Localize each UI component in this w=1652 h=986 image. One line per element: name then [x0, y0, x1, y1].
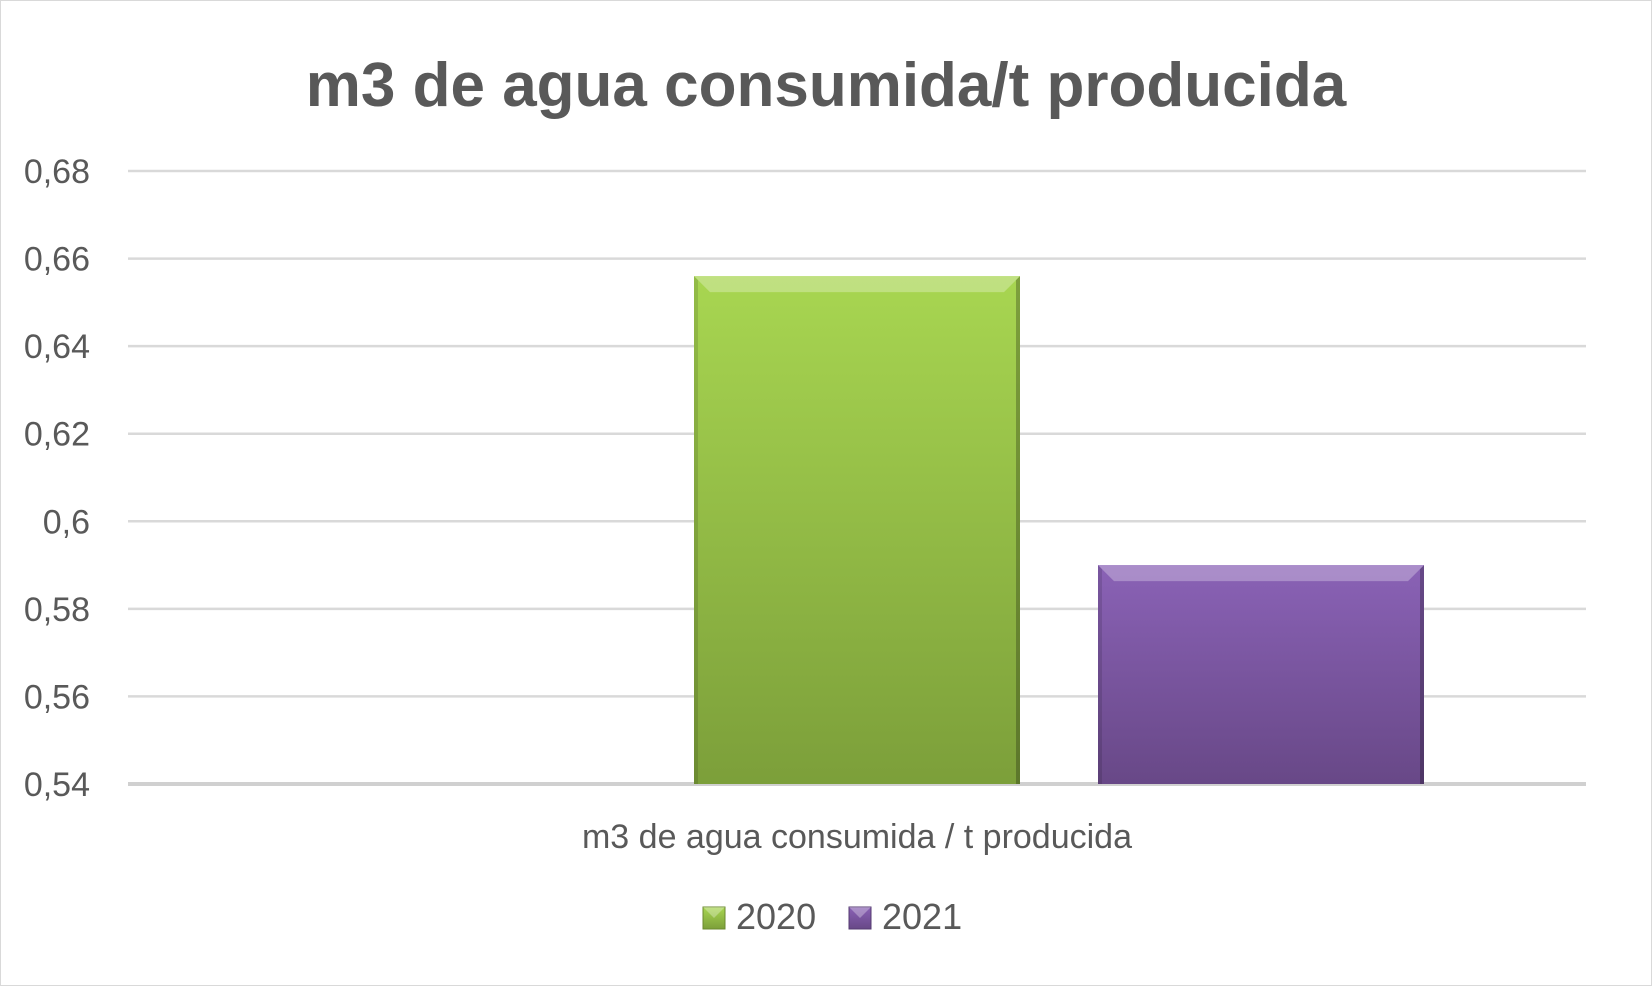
legend-swatch: [848, 906, 872, 930]
y-tick-label: 0,66: [24, 241, 90, 279]
bar-bevel-top: [694, 276, 1020, 293]
legend-label: 2021: [882, 896, 962, 937]
bar-2021: [1098, 565, 1424, 784]
y-tick-label: 0,54: [24, 766, 90, 804]
chart-title: m3 de agua consumida/t producida: [306, 51, 1347, 120]
bar-body: [694, 276, 1020, 784]
legend-swatch-bevel: [703, 907, 725, 918]
y-tick-label: 0,64: [24, 328, 90, 366]
legend-item-2021: 2021: [848, 896, 962, 937]
bars: [694, 276, 1424, 784]
y-tick-label: 0,6: [43, 503, 90, 541]
y-tick-label: 0,58: [24, 591, 90, 629]
bar-bevel-left: [694, 276, 698, 784]
legend-swatch: [702, 906, 726, 930]
y-tick-label: 0,62: [24, 416, 90, 454]
legend: 2020 2021: [702, 896, 962, 937]
x-category-label: m3 de agua consumida / t producida: [582, 818, 1132, 856]
legend-swatch-bevel: [849, 907, 871, 918]
x-axis: m3 de agua consumida / t producida: [582, 818, 1132, 856]
bar-2020: [694, 276, 1020, 784]
y-axis: 0,54 0,56 0,58 0,6 0,62 0,64 0,66 0,68: [24, 153, 90, 804]
bar-bevel-right: [1420, 565, 1424, 784]
legend-label: 2020: [736, 896, 816, 937]
bar-bevel-top: [1098, 565, 1424, 582]
bar-body: [1098, 565, 1424, 784]
bar-bevel-right: [1016, 276, 1020, 784]
y-tick-label: 0,68: [24, 153, 90, 191]
y-tick-label: 0,56: [24, 678, 90, 716]
bar-bevel-left: [1098, 565, 1102, 784]
legend-item-2020: 2020: [702, 896, 816, 937]
